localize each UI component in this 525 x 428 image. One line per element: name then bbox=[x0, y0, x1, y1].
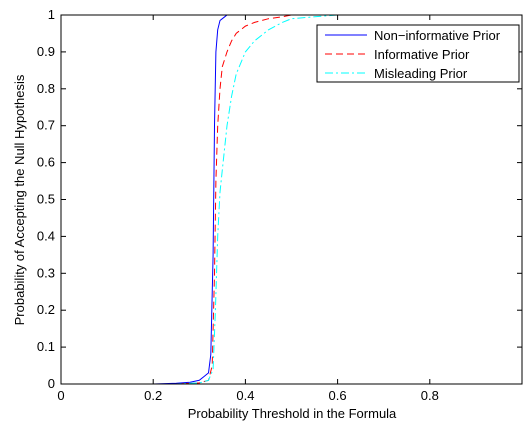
x-axis-label: Probability Threshold in the Formula bbox=[188, 406, 397, 421]
x-tick-label: 0.4 bbox=[236, 388, 254, 403]
y-tick-label: 0.8 bbox=[37, 81, 55, 96]
y-tick-label: 0.6 bbox=[37, 155, 55, 170]
x-tick-label: 0.8 bbox=[421, 388, 439, 403]
series-line-3 bbox=[61, 15, 522, 384]
y-tick-label: 0 bbox=[48, 376, 55, 391]
axes: 0 0.2 0.4 0.6 0.8 0 0.1 0.2 0.3 0.4 0.5 0.6 0.7 0.8 0.… bbox=[37, 7, 523, 403]
legend: Non−informative Prior Informative Prior Mi… bbox=[316, 24, 520, 83]
y-tick-label: 0.9 bbox=[37, 44, 55, 59]
legend-label-2: Informative Prior bbox=[374, 47, 470, 62]
legend-label-1: Non−informative Prior bbox=[374, 28, 501, 43]
y-tick-label: 0.3 bbox=[37, 265, 55, 280]
x-tick-label: 0.2 bbox=[144, 388, 162, 403]
y-tick-label: 0.5 bbox=[37, 192, 55, 207]
series-line-2 bbox=[61, 15, 522, 384]
y-axis-label: Probability of Accepting the Null Hypoth… bbox=[12, 74, 27, 325]
plot-area bbox=[61, 15, 522, 384]
y-tick-label: 0.7 bbox=[37, 118, 55, 133]
legend-label-3: Misleading Prior bbox=[374, 66, 468, 81]
y-tick-label: 0.1 bbox=[37, 339, 55, 354]
x-tick-label: 0.6 bbox=[329, 388, 347, 403]
y-tick-label: 1 bbox=[48, 7, 55, 22]
x-tick-label: 0 bbox=[57, 388, 64, 403]
series-line-1 bbox=[61, 15, 522, 384]
y-tick-label: 0.2 bbox=[37, 302, 55, 317]
y-tick-label: 0.4 bbox=[37, 228, 55, 243]
